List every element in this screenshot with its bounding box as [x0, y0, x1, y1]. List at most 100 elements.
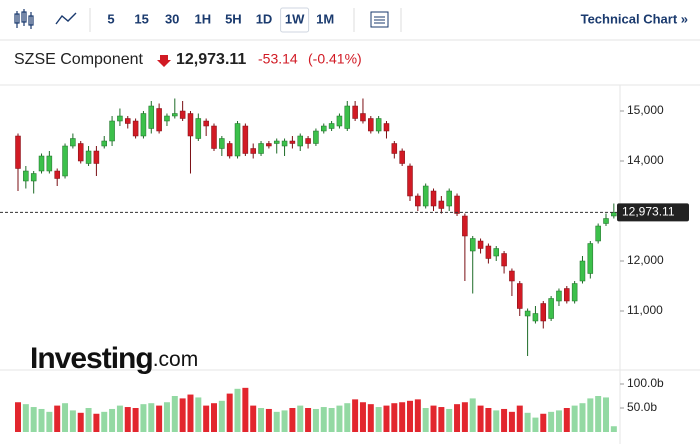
volume-bar — [289, 408, 296, 432]
candle-body — [117, 115, 123, 122]
volume-bar — [430, 405, 437, 432]
candle-body — [281, 140, 288, 147]
candle-icon[interactable] — [14, 9, 34, 29]
candle-body — [430, 190, 437, 207]
volume-bar — [38, 408, 45, 432]
candle-body — [15, 135, 21, 169]
volume-bar — [501, 408, 508, 432]
down-arrow — [157, 55, 171, 67]
volume-bar — [312, 408, 319, 432]
candle-body — [399, 150, 405, 164]
volume-bar — [258, 408, 265, 432]
volume-bar — [603, 397, 609, 432]
candle-body — [297, 135, 303, 147]
volume-bar — [367, 404, 374, 432]
volume-bar — [579, 403, 586, 432]
watermark: Investing.com — [30, 342, 198, 375]
candle-body — [485, 245, 492, 259]
volume-bar — [46, 411, 53, 432]
volume-bar — [320, 407, 327, 432]
candle-body — [509, 270, 515, 282]
candle-body — [219, 138, 225, 149]
indicators-icon[interactable] — [370, 11, 389, 28]
volume-bar — [375, 407, 382, 432]
volume-bar — [438, 407, 445, 432]
volume-bar — [610, 426, 617, 432]
candle-body — [195, 118, 202, 139]
y-tick-label: 11,000 — [627, 303, 663, 317]
interval-button[interactable]: 1W — [285, 11, 305, 26]
candle-body — [407, 165, 413, 197]
volume-bar — [352, 399, 359, 432]
volume-bar — [77, 412, 84, 432]
candle-body — [187, 113, 194, 137]
volume-bar — [140, 404, 147, 432]
interval-button[interactable]: 5 — [107, 11, 114, 26]
candle-body — [46, 155, 53, 172]
candle-body — [517, 283, 523, 309]
candle-body — [446, 190, 452, 207]
candle-body — [564, 288, 570, 302]
candle-body — [360, 113, 366, 122]
candle-body — [477, 240, 484, 249]
candle-body — [501, 253, 507, 267]
volume-bar — [563, 408, 570, 432]
line-icon[interactable] — [55, 12, 77, 25]
current-price-box — [617, 203, 689, 222]
volume-bar — [305, 408, 312, 432]
volume-bar — [532, 417, 539, 432]
volume-bar — [555, 410, 562, 432]
interval-button[interactable]: 15 — [134, 11, 148, 26]
candle-body — [328, 123, 335, 129]
volume-bar — [493, 410, 500, 432]
volume-bar — [250, 405, 257, 432]
volume-bar — [516, 405, 523, 432]
interval-button[interactable]: 1D — [256, 11, 273, 26]
volume-tick-label: 100.0b — [627, 376, 664, 390]
volume-bar — [226, 393, 233, 432]
candle-body — [125, 118, 131, 124]
candle-body — [203, 120, 209, 127]
candle-body — [211, 125, 217, 149]
candle-body — [548, 298, 554, 319]
volume-bar — [218, 400, 225, 432]
volume-bar — [336, 405, 343, 432]
price-change: -53.14 — [258, 51, 298, 67]
volume-bar — [407, 400, 413, 432]
candle-body — [321, 125, 327, 132]
technical-chart-link[interactable]: Technical Chart » — [581, 11, 688, 26]
candle-body — [415, 195, 421, 207]
volume-bar — [548, 411, 555, 432]
candle-body — [30, 173, 37, 182]
volume-bar — [485, 408, 492, 432]
volume-bar — [297, 405, 304, 432]
volume-bar — [461, 402, 468, 432]
volume-bar — [242, 387, 249, 432]
candle-body — [540, 303, 547, 322]
interval-button[interactable]: 1M — [316, 11, 334, 26]
volume-bar — [22, 404, 29, 432]
volume-tick-label: 50.0b — [627, 400, 657, 414]
volume-bar — [234, 388, 241, 432]
candle-body — [344, 105, 351, 129]
candle-body — [571, 283, 578, 302]
volume-bar — [469, 398, 476, 432]
candle-body — [101, 140, 107, 147]
candle-body — [85, 150, 92, 164]
volume-bar — [195, 397, 202, 432]
interval-button[interactable]: 1H — [194, 11, 211, 26]
candle-body — [23, 170, 29, 182]
candle-body — [38, 155, 45, 172]
candle-body — [422, 185, 429, 207]
interval-button[interactable]: 5H — [225, 11, 242, 26]
volume-bar — [344, 403, 351, 432]
volume-bar — [163, 402, 170, 432]
candle-body — [462, 215, 468, 237]
candle-body — [289, 140, 296, 144]
last-price: 12,973.11 — [176, 51, 246, 68]
volume-bar — [101, 411, 108, 432]
candle-body — [54, 170, 60, 179]
volume-bar — [265, 408, 272, 432]
volume-bar — [93, 413, 100, 432]
interval-button[interactable]: 30 — [165, 11, 179, 26]
